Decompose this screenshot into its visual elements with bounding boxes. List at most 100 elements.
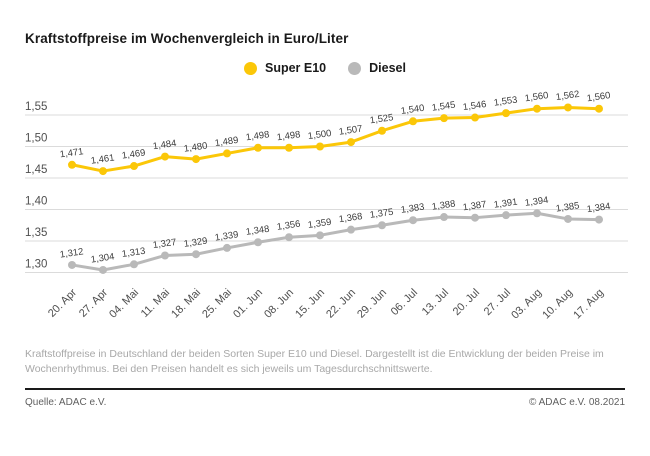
x-axis-tick-label: 08. Jun xyxy=(262,287,296,321)
data-point xyxy=(440,213,448,222)
data-point-label: 1,484 xyxy=(152,138,177,152)
copyright-text: © ADAC e.V. 08.2021 xyxy=(529,397,625,408)
data-point xyxy=(564,214,572,223)
x-axis-tick-label: 10. Aug xyxy=(540,287,575,322)
data-point-label: 1,339 xyxy=(214,229,239,243)
data-point xyxy=(99,265,107,274)
data-point-label: 1,383 xyxy=(400,202,425,216)
data-point-label: 1,384 xyxy=(586,201,611,215)
data-point-label: 1,368 xyxy=(338,211,363,225)
x-axis-tick-label: 29. Jun xyxy=(355,287,389,321)
data-point-label: 1,375 xyxy=(369,207,394,221)
chart-description: Kraftstoffpreise in Deutschland der beid… xyxy=(25,348,604,376)
x-axis-tick-label: 18. Mai xyxy=(169,287,203,321)
footer: Quelle: ADAC e.V. © ADAC e.V. 08.2021 xyxy=(25,397,625,408)
data-point xyxy=(502,211,510,220)
data-point xyxy=(68,260,76,269)
legend-item-super-e10: Super E10 xyxy=(244,61,326,75)
data-point xyxy=(595,104,603,113)
data-point xyxy=(254,143,262,152)
data-point xyxy=(347,138,355,147)
y-axis-tick-label: 1,45 xyxy=(25,164,47,176)
chart-legend: Super E10 Diesel xyxy=(0,61,650,75)
y-axis-tick-label: 1,35 xyxy=(25,227,47,239)
y-axis-tick-label: 1,30 xyxy=(25,259,47,271)
data-point xyxy=(533,104,541,113)
series-line-diesel xyxy=(70,211,601,272)
data-point xyxy=(595,215,603,224)
data-point-label: 1,461 xyxy=(90,152,115,166)
data-point-label: 1,348 xyxy=(245,224,270,238)
x-axis-tick-label: 13. Jul xyxy=(420,287,451,318)
data-point-label: 1,312 xyxy=(59,246,84,260)
diesel-dot-icon xyxy=(348,61,362,75)
data-point xyxy=(471,213,479,222)
data-point-label: 1,546 xyxy=(462,99,487,113)
data-point-label: 1,507 xyxy=(338,124,363,138)
data-point-label: 1,562 xyxy=(555,90,580,103)
legend-label-diesel: Diesel xyxy=(369,61,406,75)
page-title: Kraftstoffpreise im Wochenvergleich in E… xyxy=(25,31,349,46)
data-point-label: 1,327 xyxy=(152,237,177,251)
source-text: Quelle: ADAC e.V. xyxy=(25,397,107,408)
x-axis-tick-label: 06. Jul xyxy=(389,287,420,318)
series-line-super-e10 xyxy=(70,105,601,173)
data-point-label: 1,498 xyxy=(276,129,301,143)
data-point xyxy=(161,251,169,260)
data-point xyxy=(471,113,479,122)
data-point xyxy=(68,160,76,169)
data-point xyxy=(192,250,200,259)
data-point-label: 1,469 xyxy=(121,147,146,161)
price-line-chart: 1,55 1,50 1,45 1,40 1,35 1,30 1,471 1,461 1,469 1… xyxy=(25,90,628,322)
data-point xyxy=(223,149,231,158)
data-point xyxy=(378,126,386,135)
x-axis-tick-label: 22. Jun xyxy=(324,287,358,321)
data-point-label: 1,545 xyxy=(431,100,456,114)
data-point xyxy=(130,260,138,269)
data-point xyxy=(347,225,355,234)
data-point-label: 1,313 xyxy=(121,246,146,260)
data-point xyxy=(285,233,293,242)
x-axis-tick-label: 04. Mai xyxy=(107,287,141,321)
data-point-label: 1,394 xyxy=(524,195,549,209)
legend-item-diesel: Diesel xyxy=(348,61,406,75)
x-axis-tick-label: 20. Apr xyxy=(46,286,79,319)
x-axis-tick-label: 20. Jul xyxy=(451,287,482,318)
data-point-label: 1,387 xyxy=(462,199,487,213)
data-point-label: 1,385 xyxy=(555,200,580,214)
data-point xyxy=(161,152,169,161)
data-point xyxy=(285,143,293,152)
data-point xyxy=(316,231,324,240)
data-point xyxy=(564,103,572,112)
data-point-label: 1,388 xyxy=(431,198,456,212)
data-point-label: 1,480 xyxy=(183,141,208,155)
data-point-label: 1,540 xyxy=(400,103,425,117)
data-point-label: 1,471 xyxy=(59,146,84,160)
data-point-label: 1,553 xyxy=(493,95,518,109)
data-point-label: 1,560 xyxy=(524,90,549,104)
data-point-label: 1,525 xyxy=(369,112,394,126)
data-point-label: 1,304 xyxy=(90,251,115,265)
data-point xyxy=(440,114,448,123)
x-axis-tick-label: 03. Aug xyxy=(509,287,544,322)
data-point-label: 1,498 xyxy=(245,129,270,143)
data-point xyxy=(99,167,107,176)
data-point xyxy=(316,142,324,151)
super-e10-dot-icon xyxy=(244,61,257,75)
data-point-label: 1,500 xyxy=(307,128,332,142)
data-point-label: 1,329 xyxy=(183,236,208,250)
data-point xyxy=(192,155,200,164)
data-point xyxy=(409,117,417,126)
data-point-label: 1,560 xyxy=(586,90,611,104)
x-axis-tick-label: 01. Jun xyxy=(231,287,265,321)
data-point xyxy=(409,216,417,225)
data-point xyxy=(254,238,262,247)
y-axis-tick-label: 1,50 xyxy=(25,133,47,145)
data-point-label: 1,359 xyxy=(307,217,332,231)
x-axis-tick-label: 17. Aug xyxy=(571,287,606,322)
x-axis-tick-label: 25. Mai xyxy=(200,287,234,321)
data-point xyxy=(378,221,386,230)
data-point xyxy=(533,209,541,218)
footer-divider xyxy=(25,388,625,390)
data-point-label: 1,489 xyxy=(214,135,239,149)
